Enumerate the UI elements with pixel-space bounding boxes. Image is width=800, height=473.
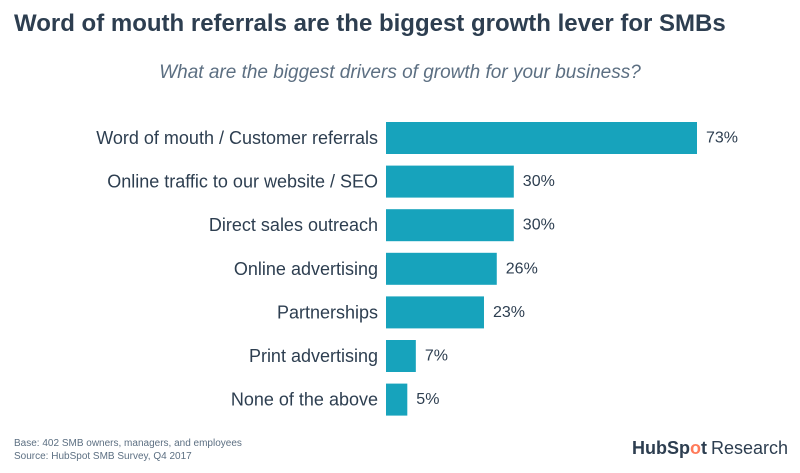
- hubspot-wordmark: HubSpot: [631, 438, 707, 458]
- hubspot-research-logo: HubSpot Research: [632, 438, 788, 459]
- bar-online-traffic-to-our-website-seo: [386, 165, 514, 198]
- value-label-partnerships: 23%: [493, 304, 525, 321]
- category-label-print-advertising: Print advertising: [249, 346, 378, 366]
- category-label-partnerships: Partnerships: [277, 302, 378, 322]
- bar-chart: Word of mouth / Customer referrals 73% Onl…: [96, 122, 738, 416]
- bar-online-advertising: [386, 252, 497, 285]
- bar-word-of-mouth-customer-referrals: [386, 122, 697, 154]
- footnote-source: Source: HubSpot SMB Survey, Q4 2017: [14, 451, 192, 462]
- value-label-online-traffic-to-our-website-seo: 30%: [523, 173, 555, 190]
- bar-direct-sales-outreach: [386, 209, 514, 242]
- bar-print-advertising: [386, 340, 416, 372]
- chart-title: Word of mouth referrals are the biggest …: [14, 10, 726, 37]
- category-label-online-advertising: Online advertising: [234, 259, 378, 279]
- category-label-direct-sales-outreach: Direct sales outreach: [209, 215, 378, 235]
- chart-subtitle: What are the biggest drivers of growth f…: [159, 62, 641, 83]
- value-label-print-advertising: 7%: [425, 348, 448, 365]
- category-label-none-of-the-above: None of the above: [231, 390, 378, 410]
- value-label-none-of-the-above: 5%: [416, 391, 439, 408]
- value-label-word-of-mouth-customer-referrals: 73%: [706, 130, 738, 147]
- category-label-word-of-mouth-customer-referrals: Word of mouth / Customer referrals: [96, 128, 378, 148]
- footnote-base: Base: 402 SMB owners, managers, and empl…: [14, 438, 242, 449]
- bar-none-of-the-above: [386, 383, 408, 416]
- value-label-direct-sales-outreach: 30%: [523, 217, 555, 234]
- footnote: Base: 402 SMB owners, managers, and empl…: [14, 437, 242, 463]
- research-label: Research: [710, 438, 788, 458]
- bar-partnerships: [386, 296, 484, 329]
- category-label-online-traffic-to-our-website-seo: Online traffic to our website / SEO: [107, 172, 378, 192]
- value-label-online-advertising: 26%: [506, 260, 538, 277]
